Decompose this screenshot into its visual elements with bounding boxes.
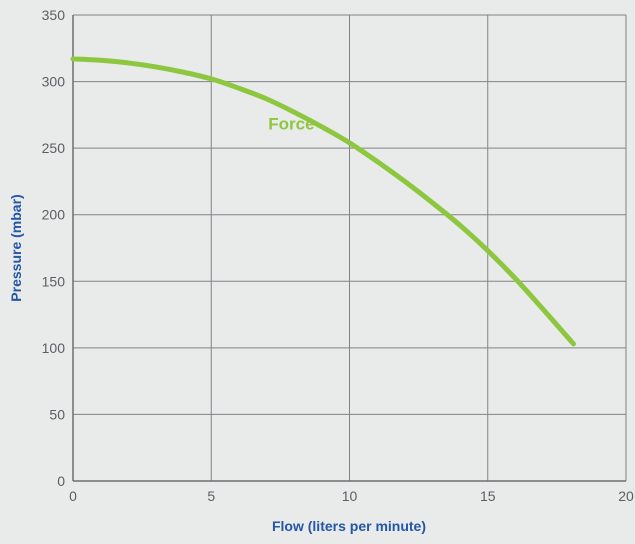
- axes: [72, 15, 626, 482]
- x-tick-label: 5: [207, 488, 215, 504]
- series-label-force: Force: [268, 115, 314, 134]
- y-tick-label: 300: [42, 74, 66, 90]
- x-tick-label: 10: [342, 488, 358, 504]
- y-tick-label: 0: [57, 473, 65, 489]
- y-axis-title: Pressure (mbar): [8, 194, 24, 301]
- annotations: Force: [268, 115, 314, 134]
- grid-lines: [72, 14, 627, 482]
- x-tick-label: 0: [69, 488, 77, 504]
- y-tick-label: 250: [42, 140, 66, 156]
- x-tick-label: 15: [480, 488, 496, 504]
- y-tick-label: 350: [42, 7, 66, 23]
- x-tick-label: 20: [618, 488, 634, 504]
- series-line-force: [70, 56, 576, 347]
- y-tick-label: 200: [42, 207, 66, 223]
- x-axis-title: Flow (liters per minute): [272, 518, 426, 534]
- y-tick-label: 50: [49, 406, 65, 422]
- y-tick-label: 150: [42, 273, 66, 289]
- series-lines: [70, 56, 576, 347]
- y-tick-label: 100: [42, 340, 66, 356]
